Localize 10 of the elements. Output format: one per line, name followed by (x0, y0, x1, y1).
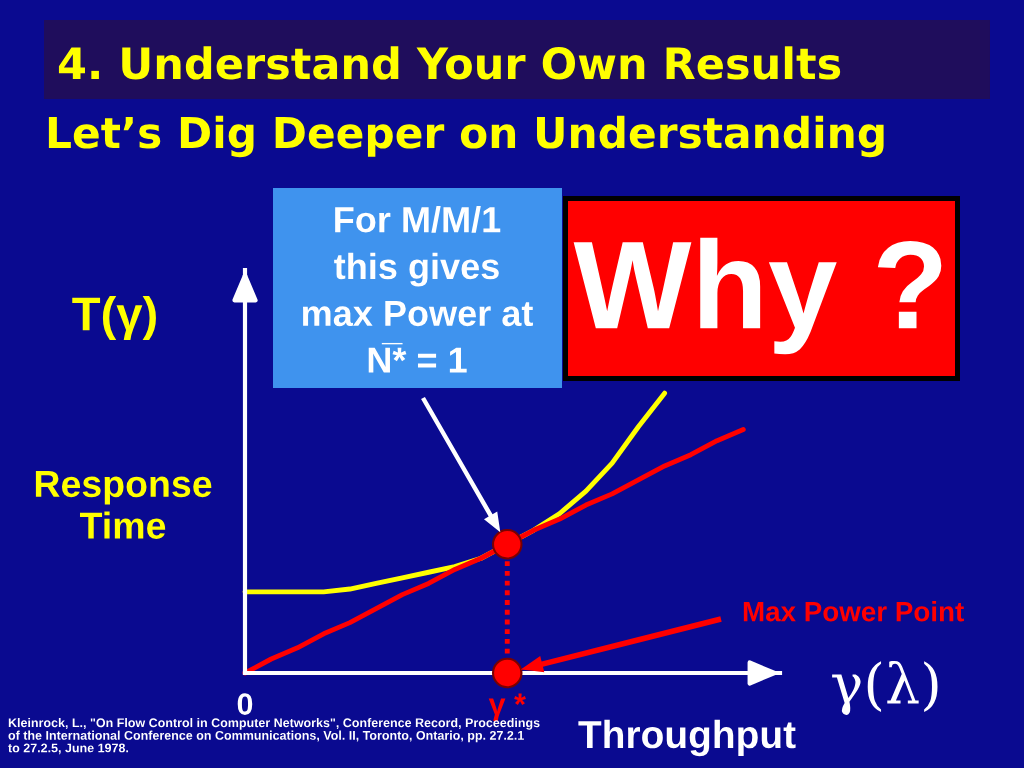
text: T(γ) (72, 295, 156, 341)
x-tick-label: 0 (237, 693, 253, 715)
x-axis-title: Throughput (578, 719, 796, 757)
text: Why ? (573, 237, 942, 355)
text: For M/M/1 this gives max Power at N̅* = 1 (302, 205, 533, 373)
y-axis-title: Response Time (35, 471, 212, 539)
text: γ(λ) (832, 660, 938, 716)
annotation: Max Power Point (743, 601, 964, 622)
chart-subtitle: Let’s Dig Deeper on Understanding (48, 115, 884, 158)
chart-title: 4. Understand Your Own Results (58, 46, 841, 80)
